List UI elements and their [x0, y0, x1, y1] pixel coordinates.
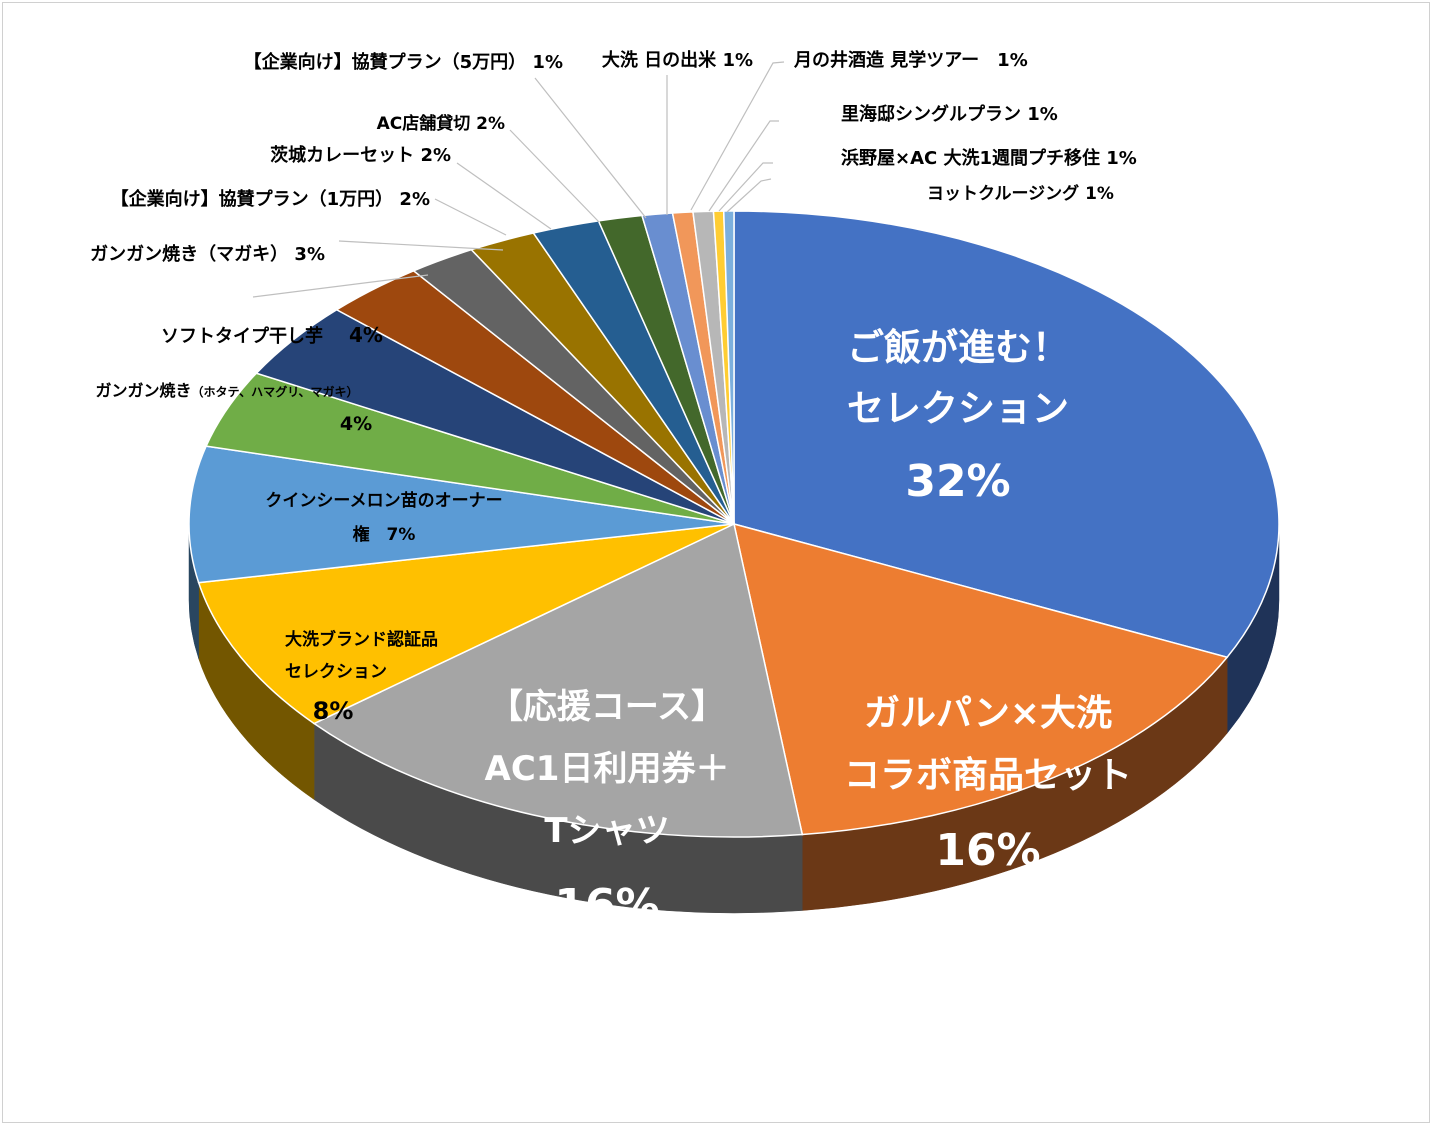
slice-label-text-10: AC店舗貸切 2%	[377, 113, 505, 134]
slice-pct-5: 4%	[340, 413, 372, 435]
slice-label-7: ガンガン焼き（マガキ） 3%	[90, 243, 325, 265]
pie-slice-1	[733, 522, 1229, 836]
leader-line-8	[434, 198, 507, 236]
slice-label-0: ご飯が進む！ セレクション 32%	[847, 326, 1069, 507]
slice-pct-3: 8%	[313, 697, 354, 725]
leader-line-16	[726, 178, 772, 213]
slice-label-text-6: ソフトタイプ干し芋	[161, 325, 323, 347]
slice-label-text-16: ヨットクルージング 1%	[927, 183, 1114, 204]
slice-label-line-2-0: 【応援コース】	[489, 687, 725, 727]
slice-label-15: 浜野屋×AC 大洗1週間プチ移住 1%	[841, 147, 1137, 169]
slice-pct-1: 16%	[935, 825, 1040, 876]
leader-line-9	[456, 162, 552, 230]
slice-pct-0: 32%	[905, 456, 1010, 507]
slice-pct-6: 4%	[349, 323, 383, 347]
leader-line-11	[534, 77, 647, 219]
slice-label-line-1-1: コラボ商品セット	[844, 755, 1132, 796]
slice-label-8: 【企業向け】協賛プラン（1万円） 2%	[111, 188, 430, 210]
slice-label-text-9: 茨城カレーセット 2%	[270, 144, 451, 166]
slice-label-line-2-2: Tシャツ	[544, 811, 669, 851]
slice-label-6: ソフトタイプ干し芋 4%	[161, 323, 383, 347]
slice-labels: ご飯が進む！セレクション32%ガルパン×大洗コラボ商品セット16%【応援コース】…	[90, 49, 1137, 931]
pie-slice-4	[188, 445, 735, 584]
leader-line-6	[252, 274, 429, 298]
pie-slice-3	[197, 523, 735, 725]
slice-label-11: 【企業向け】協賛プラン（5万円） 1%	[244, 51, 563, 73]
pie-slice-2	[312, 522, 804, 838]
slice-label-line-0-1: セレクション	[847, 387, 1069, 430]
leader-line-7	[338, 240, 504, 251]
leader-line-14	[708, 120, 779, 212]
slice-label-12: 大洗 日の出米 1%	[602, 49, 753, 71]
slice-label-5: ガンガン焼き（ホタテ、ハマグリ、マガキ） 4%	[96, 381, 373, 435]
slice-label-16: ヨットクルージング 1%	[927, 183, 1114, 204]
pie-top	[188, 210, 1280, 838]
leader-line-15	[718, 162, 773, 212]
slice-label-text-7: ガンガン焼き（マガキ） 3%	[90, 243, 325, 265]
slice-label-line-1-0: ガルパン×大洗	[864, 693, 1112, 734]
slice-label-13: 月の井酒造 見学ツアー 1%	[793, 49, 1028, 71]
slice-label-line-3-0: 大洗ブランド認証品	[285, 629, 438, 650]
slice-label-9: 茨城カレーセット 2%	[270, 144, 451, 166]
leader-line-13	[690, 61, 785, 211]
slice-label-line-0-0: ご飯が進む！	[847, 326, 1069, 369]
slice-label-text-14: 里海邸シングルプラン 1%	[841, 103, 1058, 125]
slice-label-text-11: 【企業向け】協賛プラン（5万円） 1%	[244, 51, 563, 73]
slice-label-14: 里海邸シングルプラン 1%	[841, 103, 1058, 125]
slice-label-line-5-0: ガンガン焼き（ホタテ、ハマグリ、マガキ）	[96, 381, 359, 400]
slice-pct-2: 16%	[554, 880, 659, 931]
slice-label-10: AC店舗貸切 2%	[377, 113, 505, 134]
pie-chart: ご飯が進む！セレクション32%ガルパン×大洗コラボ商品セット16%【応援コース】…	[90, 49, 1280, 931]
leader-line-10	[509, 129, 600, 223]
pie-slice-0	[733, 210, 1280, 659]
slice-label-text-8: 【企業向け】協賛プラン（1万円） 2%	[111, 188, 430, 210]
slice-label-2: 【応援コース】 AC1日利用券＋ Tシャツ 16%	[485, 687, 730, 931]
slice-label-line-2-1: AC1日利用券＋	[485, 749, 730, 789]
slice-label-text-12: 大洗 日の出米 1%	[602, 49, 753, 71]
slice-label-line-4-1: 権 7%	[353, 524, 416, 545]
slice-label-line-3-1: セレクション	[285, 662, 387, 682]
leader-lines	[252, 61, 785, 298]
slice-label-text-15: 浜野屋×AC 大洗1週間プチ移住 1%	[841, 147, 1137, 169]
slice-label-line-4-0: クインシーメロン苗のオーナー	[265, 490, 502, 511]
slice-label-text-13: 月の井酒造 見学ツアー 1%	[793, 49, 1028, 71]
